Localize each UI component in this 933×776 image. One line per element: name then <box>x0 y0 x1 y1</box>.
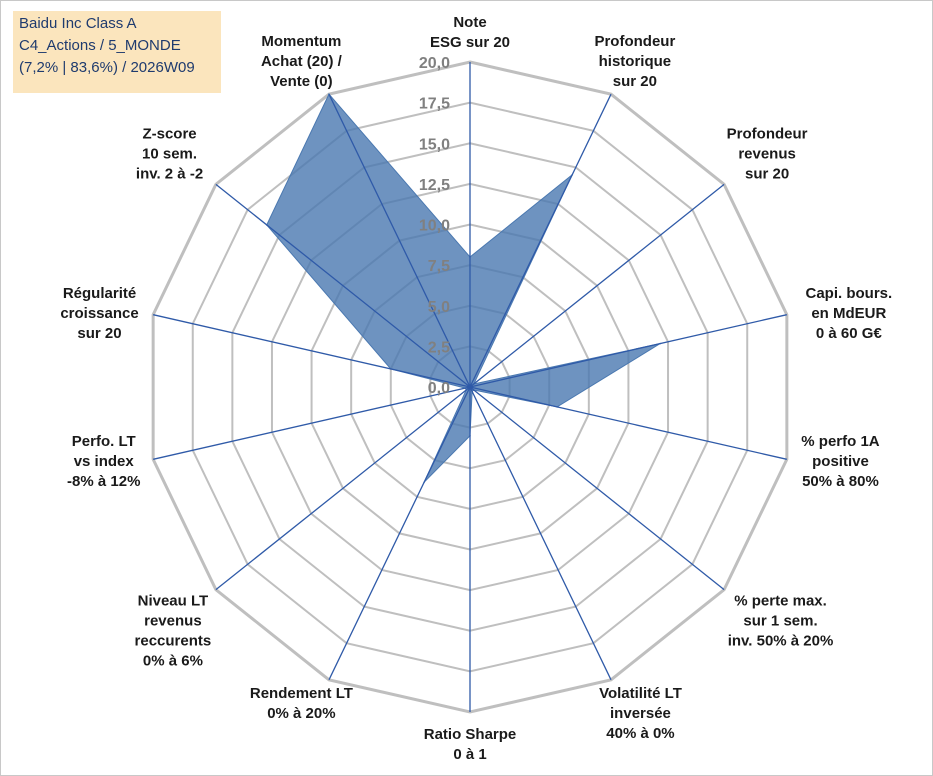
spoke-13 <box>215 183 471 388</box>
tick-label: 0,0 <box>428 380 450 397</box>
spoke-2 <box>469 93 612 388</box>
spoke-9 <box>328 386 471 681</box>
radar-tick-labels: 0,0 2,5 5,0 7,5 10,0 12,5 15,0 17,5 20,0 <box>419 55 450 397</box>
spoke-10 <box>215 386 471 591</box>
title-line-3: (7,2% | 83,6%) / 2026W09 <box>19 59 195 76</box>
chart-title-box: Baidu Inc Class A C4_Actions / 5_MONDE (… <box>13 11 221 93</box>
tick-label: 20,0 <box>419 55 450 72</box>
axis-label-8: Ratio Sharpe 0 à 1 <box>424 726 517 763</box>
axis-label-10: Niveau LT revenus reccurents 0% à 6% <box>135 593 212 670</box>
tick-label: 5,0 <box>428 299 450 316</box>
spoke-4 <box>469 314 787 388</box>
axis-label-1: Note ESG sur 20 <box>430 14 510 51</box>
axis-label-2: Profondeur historique sur 20 <box>594 33 675 90</box>
title-line-1: Baidu Inc Class A <box>19 15 137 32</box>
axis-label-11: Perfo. LT vs index -8% à 12% <box>67 433 140 490</box>
tick-label: 10,0 <box>419 218 450 235</box>
radar-axis-labels: Note ESG sur 20 Profondeur historique sur 20… <box>60 14 892 763</box>
title-line-2: C4_Actions / 5_MONDE <box>19 37 181 54</box>
axis-label-3: Profondeur revenus sur 20 <box>727 125 808 182</box>
radar-series <box>265 93 661 483</box>
tick-label: 7,5 <box>428 258 450 275</box>
axis-label-7: Volatilité LT inversée 40% à 0% <box>599 685 682 742</box>
axis-label-4: Capi. bours. en MdEUR 0 à 60 G€ <box>806 285 893 342</box>
axis-label-14: Momentum Achat (20) / Vente (0) <box>261 33 343 90</box>
spoke-3 <box>469 183 725 388</box>
spoke-5 <box>469 386 787 460</box>
tick-label: 17,5 <box>419 96 450 113</box>
axis-label-9: Rendement LT 0% à 20% <box>250 685 353 722</box>
spoke-6 <box>469 386 725 591</box>
radar-spokes <box>153 62 787 712</box>
tick-label: 2,5 <box>428 339 450 356</box>
axis-label-5: % perfo 1A positive 50% à 80% <box>801 433 880 490</box>
axis-label-12: Régularité croissance sur 20 <box>60 285 138 342</box>
spoke-11 <box>153 386 471 460</box>
tick-label: 15,0 <box>419 136 450 153</box>
axis-label-6: % perte max. sur 1 sem. inv. 50% à 20% <box>728 593 834 650</box>
series-area <box>266 93 661 483</box>
axis-label-13: Z-score 10 sem. inv. 2 à -2 <box>136 125 203 182</box>
spoke-14 <box>328 93 471 388</box>
spoke-7 <box>469 386 612 681</box>
tick-label: 12,5 <box>419 177 450 194</box>
spoke-12 <box>153 314 471 388</box>
